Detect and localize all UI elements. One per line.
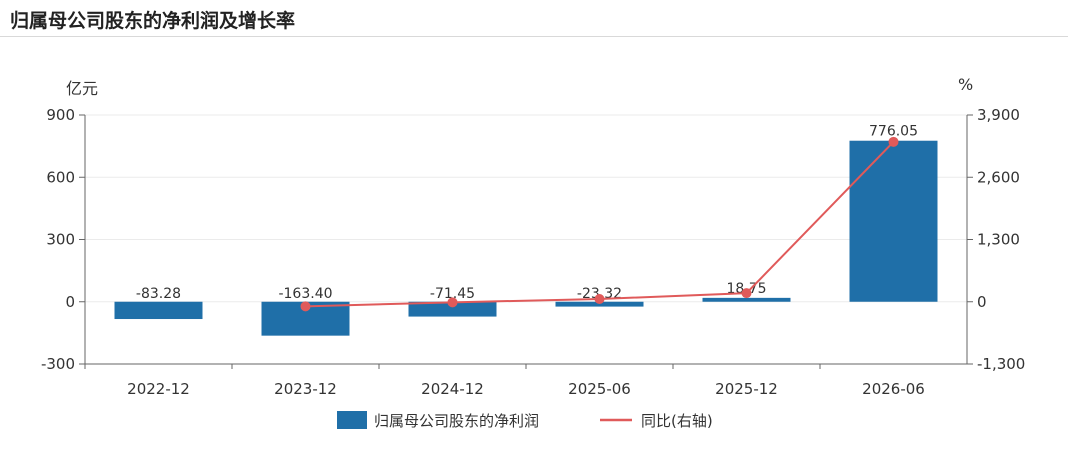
right-axis-unit: % — [958, 75, 974, 94]
legend-bar-label: 归属母公司股东的净利润 — [374, 412, 539, 430]
bar — [849, 140, 938, 302]
x-axis-tick-label: 2022-12 — [127, 380, 190, 398]
bar-data-label: 776.05 — [869, 124, 918, 140]
growth-point — [300, 301, 311, 312]
x-axis-tick-label: 2025-12 — [715, 380, 778, 398]
left-axis-tick-label: -300 — [41, 355, 75, 373]
left-axis-tick-label: 300 — [46, 231, 75, 249]
growth-point — [741, 288, 752, 299]
left-axis-tick-label: 600 — [46, 168, 75, 186]
bar — [555, 301, 644, 307]
legend-line-label: 同比(右轴) — [641, 412, 713, 430]
growth-line — [305, 141, 895, 308]
right-axis-tick-label: 0 — [977, 293, 987, 311]
right-axis-tick-label: 2,600 — [977, 168, 1020, 186]
x-axis-tick-label: 2024-12 — [421, 380, 484, 398]
growth-point — [447, 297, 458, 308]
bar-data-label: -71.45 — [430, 286, 475, 302]
right-axis-tick-label: 3,900 — [977, 106, 1020, 124]
left-axis-tick-label: 900 — [46, 106, 75, 124]
right-axis-tick-label: -1,300 — [977, 355, 1025, 373]
bar — [408, 301, 497, 317]
chart-title: 归属母公司股东的净利润及增长率 — [10, 10, 296, 32]
bar — [702, 297, 791, 302]
right-axis-tick-label: 1,300 — [977, 231, 1020, 249]
title-bar: 归属母公司股东的净利润及增长率 — [0, 0, 1068, 37]
growth-point — [594, 294, 605, 305]
x-axis-tick-label: 2026-06 — [862, 380, 925, 398]
x-axis-tick-label: 2025-06 — [568, 380, 631, 398]
bar-data-label: -163.40 — [278, 286, 332, 302]
x-axis-tick-label: 2023-12 — [274, 380, 337, 398]
bar-data-label: -83.28 — [136, 286, 181, 302]
growth-point — [888, 136, 899, 147]
left-axis-unit: 亿元 — [66, 79, 99, 98]
legend-bar-swatch — [337, 411, 367, 429]
bar — [114, 301, 203, 320]
left-axis-tick-label: 0 — [65, 293, 75, 311]
